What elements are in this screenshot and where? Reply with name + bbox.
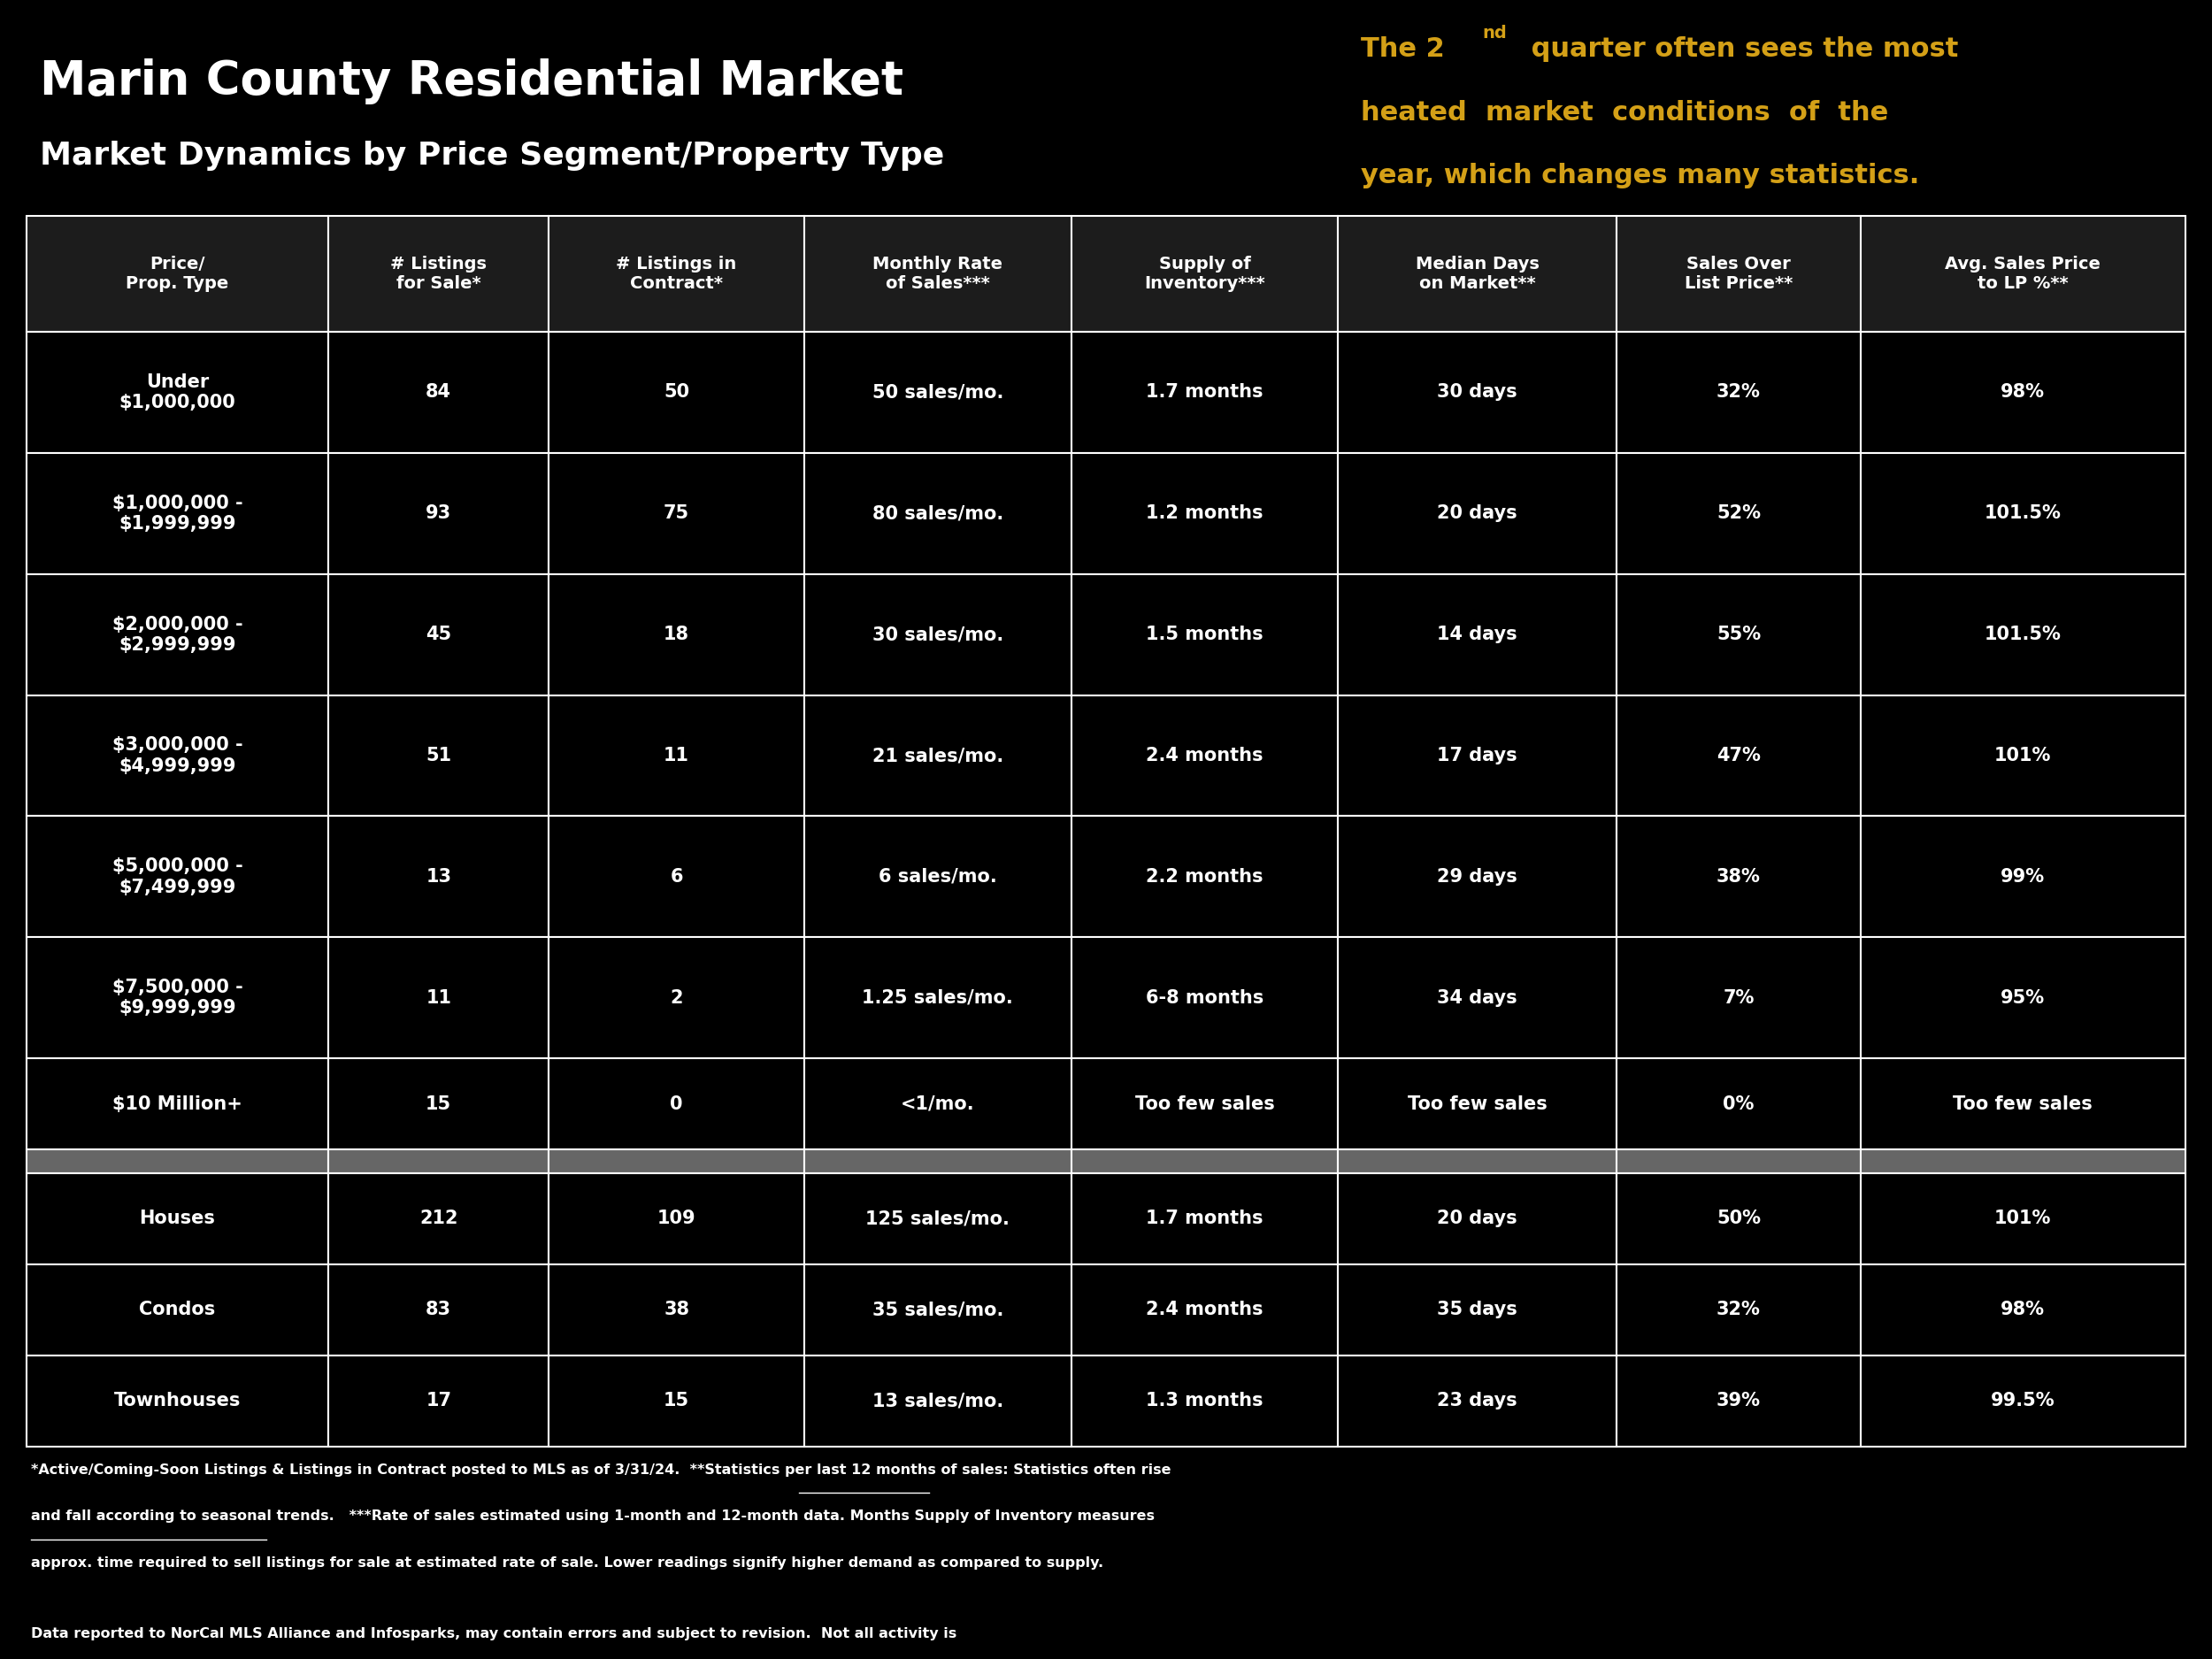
Text: 13: 13 xyxy=(425,868,451,886)
Text: Marin County Residential Market: Marin County Residential Market xyxy=(40,58,902,105)
Text: 1.2 months: 1.2 months xyxy=(1146,504,1263,523)
Text: 101.5%: 101.5% xyxy=(1984,504,2062,523)
Text: Monthly Rate
of Sales***: Monthly Rate of Sales*** xyxy=(874,255,1002,292)
Text: Supply of
Inventory***: Supply of Inventory*** xyxy=(1144,255,1265,292)
Text: 50: 50 xyxy=(664,383,690,401)
Text: Sales Over
List Price**: Sales Over List Price** xyxy=(1686,255,1792,292)
Text: 34 days: 34 days xyxy=(1438,989,1517,1007)
Text: 11: 11 xyxy=(664,747,690,765)
Text: approx. time required to sell listings for sale at estimated rate of sale. Lower: approx. time required to sell listings f… xyxy=(31,1556,1104,1569)
Text: 6: 6 xyxy=(670,868,684,886)
Text: 101%: 101% xyxy=(1995,1209,2051,1228)
Text: 35 sales/mo.: 35 sales/mo. xyxy=(872,1301,1004,1319)
Text: 83: 83 xyxy=(425,1301,451,1319)
Text: 84: 84 xyxy=(425,383,451,401)
Text: 38: 38 xyxy=(664,1301,690,1319)
Text: 38%: 38% xyxy=(1717,868,1761,886)
Text: 32%: 32% xyxy=(1717,383,1761,401)
Text: Condos: Condos xyxy=(139,1301,215,1319)
Text: 47%: 47% xyxy=(1717,747,1761,765)
Text: 6 sales/mo.: 6 sales/mo. xyxy=(878,868,998,886)
Text: 11: 11 xyxy=(425,989,451,1007)
Text: 99%: 99% xyxy=(2002,868,2046,886)
Text: Data reported to NorCal MLS Alliance and Infosparks, may contain errors and subj: Data reported to NorCal MLS Alliance and… xyxy=(31,1627,956,1641)
Text: 1.5 months: 1.5 months xyxy=(1146,625,1263,644)
Text: $1,000,000 -
$1,999,999: $1,000,000 - $1,999,999 xyxy=(113,494,243,533)
Text: Avg. Sales Price
to LP %**: Avg. Sales Price to LP %** xyxy=(1944,255,2101,292)
Text: 98%: 98% xyxy=(2002,1301,2046,1319)
Text: quarter often sees the most: quarter often sees the most xyxy=(1522,36,1958,61)
Text: 0%: 0% xyxy=(1723,1095,1754,1113)
Text: *Active/Coming-Soon Listings & Listings in Contract posted to MLS as of 3/31/24.: *Active/Coming-Soon Listings & Listings … xyxy=(31,1463,1170,1477)
Text: Under
$1,000,000: Under $1,000,000 xyxy=(119,373,237,411)
Text: and fall according to ​seasonal​ trends.   ***Rate of sales estimated using 1-mo: and fall according to ​seasonal​ trends.… xyxy=(31,1510,1155,1523)
Text: 51: 51 xyxy=(425,747,451,765)
Text: 29 days: 29 days xyxy=(1438,868,1517,886)
Text: year, which changes many statistics.: year, which changes many statistics. xyxy=(1360,163,1920,187)
Text: 30 days: 30 days xyxy=(1438,383,1517,401)
Text: 212: 212 xyxy=(420,1209,458,1228)
Text: 55%: 55% xyxy=(1717,625,1761,644)
Text: Townhouses: Townhouses xyxy=(115,1392,241,1410)
Text: $3,000,000 -
$4,999,999: $3,000,000 - $4,999,999 xyxy=(113,737,243,775)
Text: 98%: 98% xyxy=(2002,383,2046,401)
Text: 2.4 months: 2.4 months xyxy=(1146,747,1263,765)
Text: 1.7 months: 1.7 months xyxy=(1146,1209,1263,1228)
Text: 80 sales/mo.: 80 sales/mo. xyxy=(872,504,1004,523)
Text: 14 days: 14 days xyxy=(1438,625,1517,644)
Text: 6-8 months: 6-8 months xyxy=(1146,989,1263,1007)
Text: 1.3 months: 1.3 months xyxy=(1146,1392,1263,1410)
Text: $7,500,000 -
$9,999,999: $7,500,000 - $9,999,999 xyxy=(113,979,243,1017)
Text: 45: 45 xyxy=(425,625,451,644)
Text: 2: 2 xyxy=(670,989,684,1007)
Text: 21 sales/mo.: 21 sales/mo. xyxy=(872,747,1004,765)
Text: nd: nd xyxy=(1482,25,1506,41)
Text: 39%: 39% xyxy=(1717,1392,1761,1410)
Text: 50 sales/mo.: 50 sales/mo. xyxy=(872,383,1004,401)
Text: $10 Million+: $10 Million+ xyxy=(113,1095,243,1113)
Text: <1/mo.: <1/mo. xyxy=(900,1095,975,1113)
Text: 93: 93 xyxy=(425,504,451,523)
Text: Median Days
on Market**: Median Days on Market** xyxy=(1416,255,1540,292)
Text: 18: 18 xyxy=(664,625,690,644)
Text: 15: 15 xyxy=(664,1392,690,1410)
Text: Too few sales: Too few sales xyxy=(1953,1095,2093,1113)
Text: 17 days: 17 days xyxy=(1438,747,1517,765)
Text: 1.7 months: 1.7 months xyxy=(1146,383,1263,401)
Text: 2.4 months: 2.4 months xyxy=(1146,1301,1263,1319)
Text: $2,000,000 -
$2,999,999: $2,000,000 - $2,999,999 xyxy=(113,615,243,654)
Text: 2.2 months: 2.2 months xyxy=(1146,868,1263,886)
Text: 52%: 52% xyxy=(1717,504,1761,523)
Text: 125 sales/mo.: 125 sales/mo. xyxy=(865,1209,1009,1228)
Text: heated  market  conditions  of  the: heated market conditions of the xyxy=(1360,100,1889,124)
Text: 99.5%: 99.5% xyxy=(1991,1392,2055,1410)
Text: Too few sales: Too few sales xyxy=(1407,1095,1546,1113)
Text: Too few sales: Too few sales xyxy=(1135,1095,1274,1113)
Text: 20 days: 20 days xyxy=(1438,1209,1517,1228)
Text: 0: 0 xyxy=(670,1095,684,1113)
Text: Price/
Prop. Type: Price/ Prop. Type xyxy=(126,255,228,292)
Text: The 2: The 2 xyxy=(1360,36,1444,61)
Text: Houses: Houses xyxy=(139,1209,215,1228)
Text: 15: 15 xyxy=(425,1095,451,1113)
Text: # Listings
for Sale*: # Listings for Sale* xyxy=(389,255,487,292)
Text: # Listings in
Contract*: # Listings in Contract* xyxy=(617,255,737,292)
Text: 32%: 32% xyxy=(1717,1301,1761,1319)
Text: 101%: 101% xyxy=(1995,747,2051,765)
Text: 20 days: 20 days xyxy=(1438,504,1517,523)
Text: 35 days: 35 days xyxy=(1438,1301,1517,1319)
Text: 23 days: 23 days xyxy=(1438,1392,1517,1410)
Text: 13 sales/mo.: 13 sales/mo. xyxy=(872,1392,1004,1410)
Text: $5,000,000 -
$7,499,999: $5,000,000 - $7,499,999 xyxy=(113,858,243,896)
Text: 30 sales/mo.: 30 sales/mo. xyxy=(872,625,1004,644)
Text: 75: 75 xyxy=(664,504,690,523)
Text: 50%: 50% xyxy=(1717,1209,1761,1228)
Text: Market Dynamics by Price Segment/Property Type: Market Dynamics by Price Segment/Propert… xyxy=(40,141,945,171)
Text: 17: 17 xyxy=(425,1392,451,1410)
Text: 101.5%: 101.5% xyxy=(1984,625,2062,644)
Text: 7%: 7% xyxy=(1723,989,1754,1007)
Text: 109: 109 xyxy=(657,1209,697,1228)
Text: 1.25 sales/mo.: 1.25 sales/mo. xyxy=(863,989,1013,1007)
Text: 95%: 95% xyxy=(2002,989,2046,1007)
